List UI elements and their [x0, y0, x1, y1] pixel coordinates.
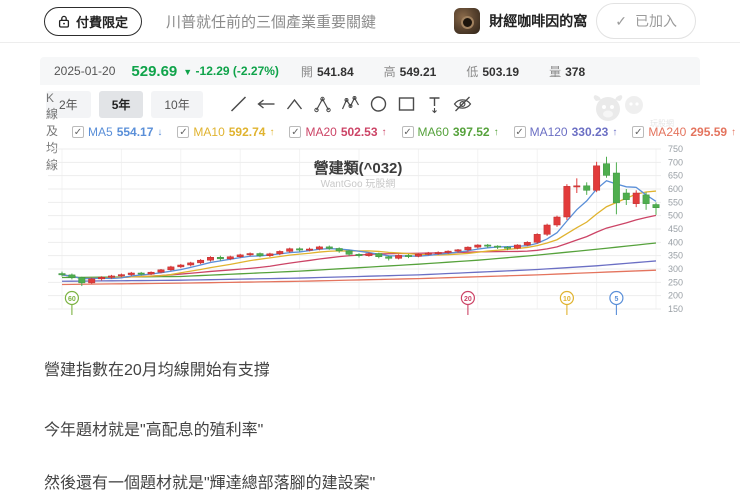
ma-legend: K線及均線 ✓ MA5 554.17 ↓ ✓ MA10 592.74 ↑ ✓ MA20 502.53…	[40, 91, 736, 172]
legend-item-ma10[interactable]: ✓ MA10 592.74 ↑	[177, 125, 275, 139]
check-icon: ✓	[615, 12, 627, 29]
note-dividend: 今年題材就是"高配息的殖利率"	[44, 422, 264, 439]
quote-date: 2025-01-20	[54, 64, 116, 78]
period-button-5年[interactable]: 5年	[98, 90, 144, 118]
channel-area: 財經咖啡因的窩 ✓ 已加入	[454, 3, 696, 39]
svg-text:300: 300	[668, 264, 683, 274]
svg-text:250: 250	[668, 277, 683, 287]
last-price: 529.69	[131, 62, 178, 80]
period-button-2年[interactable]: 2年	[46, 90, 91, 118]
chart-toolbar: 2年 5年 10年	[40, 88, 700, 120]
legend-item-ma20[interactable]: ✓ MA20 502.53 ↑	[289, 125, 387, 139]
candlestick-chart[interactable]: 150 200 250 300 350 400 450 500 550 600 650 700 750 營…	[40, 144, 700, 324]
stat-低: 低 503.19	[466, 64, 520, 79]
svg-text:200: 200	[668, 291, 683, 301]
legend-items: ✓ MA5 554.17 ↓ ✓ MA10 592.74 ↑ ✓ MA20 502.53 ↑ ✓ MA60…	[72, 125, 736, 139]
legend-item-ma120[interactable]: ✓ MA120 330.23 ↑	[513, 125, 618, 139]
abc-pattern-icon[interactable]	[311, 93, 334, 115]
hide-drawings-icon[interactable]	[451, 93, 474, 115]
svg-text:5: 5	[614, 296, 618, 303]
svg-text:350: 350	[668, 251, 683, 261]
text-tool-icon[interactable]	[423, 93, 446, 115]
coffee-cup-image	[461, 16, 475, 29]
checkbox-ma5[interactable]: ✓	[72, 126, 84, 138]
svg-text:150: 150	[668, 304, 683, 314]
stat-開: 開 541.84	[300, 64, 354, 79]
stock-chart-widget: 2025-01-20 529.69 ▼ -12.29 (-2.27%) 開 541…	[40, 57, 736, 324]
svg-text:WantGoo 玩股網: WantGoo 玩股網	[321, 177, 396, 190]
ellipse-icon[interactable]	[367, 93, 390, 115]
trend-line-icon[interactable]	[227, 93, 250, 115]
checkbox-ma120[interactable]: ✓	[513, 126, 526, 138]
svg-text:60: 60	[68, 296, 76, 303]
svg-text:20: 20	[464, 296, 472, 303]
angle-line-icon[interactable]	[283, 93, 306, 115]
period-buttons: 2年 5年 10年	[46, 90, 203, 118]
post-header: 付費限定 川普就任前的三個產業重要關鍵 財經咖啡因的窩 ✓ 已加入	[0, 0, 740, 43]
draw-tools	[227, 93, 474, 115]
checkbox-ma240[interactable]: ✓	[632, 126, 645, 138]
legend-item-ma5[interactable]: ✓ MA5 554.17 ↓	[72, 125, 163, 139]
joined-label: 已加入	[635, 13, 677, 29]
svg-text:550: 550	[668, 197, 683, 207]
legend-label: K線及均線	[46, 91, 59, 172]
svg-text:750: 750	[668, 144, 683, 154]
price-change-value: -12.29 (-2.27%)	[195, 64, 279, 78]
stat-量: 量 378	[549, 64, 586, 79]
svg-text:10: 10	[563, 296, 571, 303]
svg-text:營建類(^032): 營建類(^032)	[314, 159, 403, 177]
svg-text:700: 700	[668, 157, 683, 167]
joined-button[interactable]: ✓ 已加入	[596, 3, 696, 39]
xabcd-pattern-icon[interactable]	[339, 93, 362, 115]
horizontal-line-icon[interactable]	[255, 93, 278, 115]
price-stats: 開 541.84 高 549.21 低 503.19 量 378	[301, 63, 615, 80]
checkbox-ma20[interactable]: ✓	[289, 126, 302, 138]
channel-avatar[interactable]	[454, 8, 481, 34]
price-bar: 2025-01-20 529.69 ▼ -12.29 (-2.27%) 開 541…	[40, 57, 700, 85]
down-arrow-icon: ▼	[183, 67, 193, 77]
price-change: ▼ -12.29 (-2.27%)	[183, 64, 279, 78]
rectangle-icon[interactable]	[395, 93, 418, 115]
stat-高: 高 549.21	[383, 64, 437, 79]
svg-text:400: 400	[668, 237, 683, 247]
channel-name[interactable]: 財經咖啡因的窩	[489, 13, 588, 29]
note-support: 營建指數在20月均線開始有支撐	[44, 362, 270, 379]
lock-icon	[58, 15, 70, 28]
legend-item-ma240[interactable]: ✓ MA240 295.59 ↑	[632, 125, 737, 139]
checkbox-ma60[interactable]: ✓	[401, 126, 414, 138]
note-nvidia: 然後還有一個題材就是"輝達總部落腳的建設案"	[44, 475, 376, 492]
svg-text:600: 600	[668, 184, 683, 194]
paywall-badge: 付費限定	[44, 6, 143, 36]
period-button-10年[interactable]: 10年	[151, 90, 203, 118]
post-title: 川普就任前的三個產業重要關鍵	[166, 13, 377, 31]
legend-item-ma60[interactable]: ✓ MA60 397.52 ↑	[401, 125, 499, 139]
svg-text:650: 650	[668, 171, 683, 181]
svg-text:500: 500	[668, 211, 683, 221]
svg-text:450: 450	[668, 224, 683, 234]
paywall-badge-label: 付費限定	[76, 14, 129, 30]
checkbox-ma10[interactable]: ✓	[177, 126, 190, 138]
